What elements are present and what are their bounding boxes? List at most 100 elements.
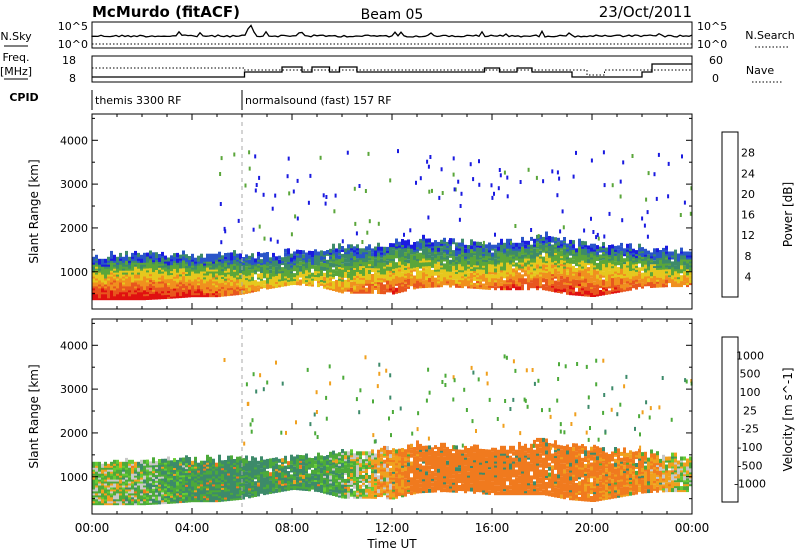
heatmap-cell: [539, 276, 542, 281]
heatmap-cell: [554, 249, 557, 253]
heatmap-cell: [122, 256, 125, 261]
heatmap-cell: [626, 267, 629, 272]
heatmap-cell: [521, 254, 524, 259]
heatmap-cell: [299, 261, 302, 266]
heatmap-cell: [416, 241, 419, 246]
heatmap-cell: [119, 252, 122, 257]
heatmap-cell: [428, 283, 431, 288]
heatmap-cell: [641, 282, 644, 287]
heatmap-cell: [404, 287, 407, 292]
heatmap-cell: [329, 262, 332, 267]
heatmap-cell: [578, 291, 581, 296]
heatmap-cell: [491, 274, 494, 279]
scatter-echo: [472, 177, 475, 182]
heatmap-cell: [161, 458, 164, 463]
scatter-echo: [681, 154, 683, 159]
scatter-echo: [490, 183, 493, 188]
scatter-echo: [219, 202, 222, 206]
heatmap-cell: [587, 282, 590, 287]
heatmap-cell: [164, 458, 167, 463]
nsky-series: [91, 24, 693, 38]
heatmap-cell: [344, 258, 347, 263]
heatmap-cell: [536, 258, 539, 263]
heatmap-cell: [365, 246, 368, 251]
colorbar-tick-label: 24: [741, 167, 755, 180]
heatmap-cell: [197, 255, 200, 260]
heatmap-cell: [191, 460, 194, 465]
heatmap-cell: [506, 262, 509, 267]
heatmap-cell: [494, 244, 497, 249]
heatmap-cell: [350, 269, 353, 274]
heatmap-cell: [398, 249, 401, 254]
heatmap-cell: [155, 461, 158, 466]
heatmap-cell: [536, 252, 539, 257]
heatmap-cell: [518, 272, 521, 277]
heatmap-cell: [98, 258, 101, 263]
heatmap-cell: [311, 251, 314, 255]
heatmap-cell: [110, 461, 113, 466]
heatmap-cell: [434, 277, 437, 282]
heatmap-cell: [446, 241, 449, 246]
heatmap-cell: [434, 263, 437, 268]
scatter-echo: [292, 189, 295, 194]
heatmap-cell: [491, 264, 494, 269]
heatmap-cell: [191, 253, 194, 258]
heatmap-cell: [200, 460, 203, 465]
heatmap-cell: [167, 456, 170, 461]
heatmap-cell: [428, 277, 431, 282]
heatmap-cell: [662, 247, 665, 252]
heatmap-cell: [566, 288, 569, 293]
heatmap-cell: [536, 274, 539, 279]
heatmap-cell: [407, 249, 410, 254]
heatmap-cell: [341, 253, 344, 258]
heatmap-cell: [188, 457, 191, 461]
heatmap-cell: [515, 280, 518, 285]
heatmap-cell: [467, 245, 470, 249]
heatmap-cell: [203, 257, 206, 262]
heatmap-cell: [212, 253, 215, 258]
heatmap-cell: [302, 254, 305, 259]
scatter-echo: [431, 188, 433, 193]
heatmap-cell: [497, 242, 500, 247]
heatmap-cell: [638, 259, 641, 264]
heatmap-cell: [257, 287, 260, 292]
heatmap-cell: [158, 459, 161, 463]
heatmap-cell: [395, 250, 398, 255]
heatmap-cell: [626, 277, 629, 282]
heatmap-cell: [422, 234, 425, 239]
heatmap-cell: [464, 270, 467, 275]
heatmap-cell: [515, 286, 518, 291]
scatter-echo: [353, 186, 356, 191]
heatmap-cell: [317, 259, 320, 264]
heatmap-cell: [653, 275, 656, 280]
heatmap-cell: [581, 248, 584, 253]
heatmap-cell: [302, 277, 305, 282]
heatmap-cell: [563, 237, 566, 241]
heatmap-cell: [251, 272, 254, 277]
heatmap-cell: [611, 244, 614, 249]
heatmap-cell: [536, 248, 539, 253]
heatmap-cell: [596, 270, 599, 275]
heatmap-cell: [494, 258, 497, 263]
heatmap-cell: [377, 256, 380, 261]
heatmap-cell: [473, 241, 476, 246]
heatmap-cell: [593, 281, 596, 286]
scatter-echo: [655, 196, 658, 201]
heatmap-cell: [581, 270, 584, 275]
heatmap-cell: [551, 287, 554, 292]
heatmap-cell: [620, 268, 623, 273]
heatmap-cell: [263, 284, 266, 289]
heatmap-cell: [527, 260, 530, 265]
heatmap-cell: [263, 266, 266, 271]
heatmap-cell: [683, 255, 686, 260]
heatmap-cell: [386, 284, 389, 289]
heatmap-cell: [599, 274, 602, 279]
heatmap-cell: [608, 270, 611, 275]
heatmap-cell: [116, 459, 119, 464]
heatmap-cell: [575, 262, 578, 267]
heatmap-cell: [356, 271, 359, 276]
heatmap-cell: [224, 253, 227, 257]
scatter-echo: [341, 239, 344, 244]
heatmap-cell: [428, 270, 431, 274]
